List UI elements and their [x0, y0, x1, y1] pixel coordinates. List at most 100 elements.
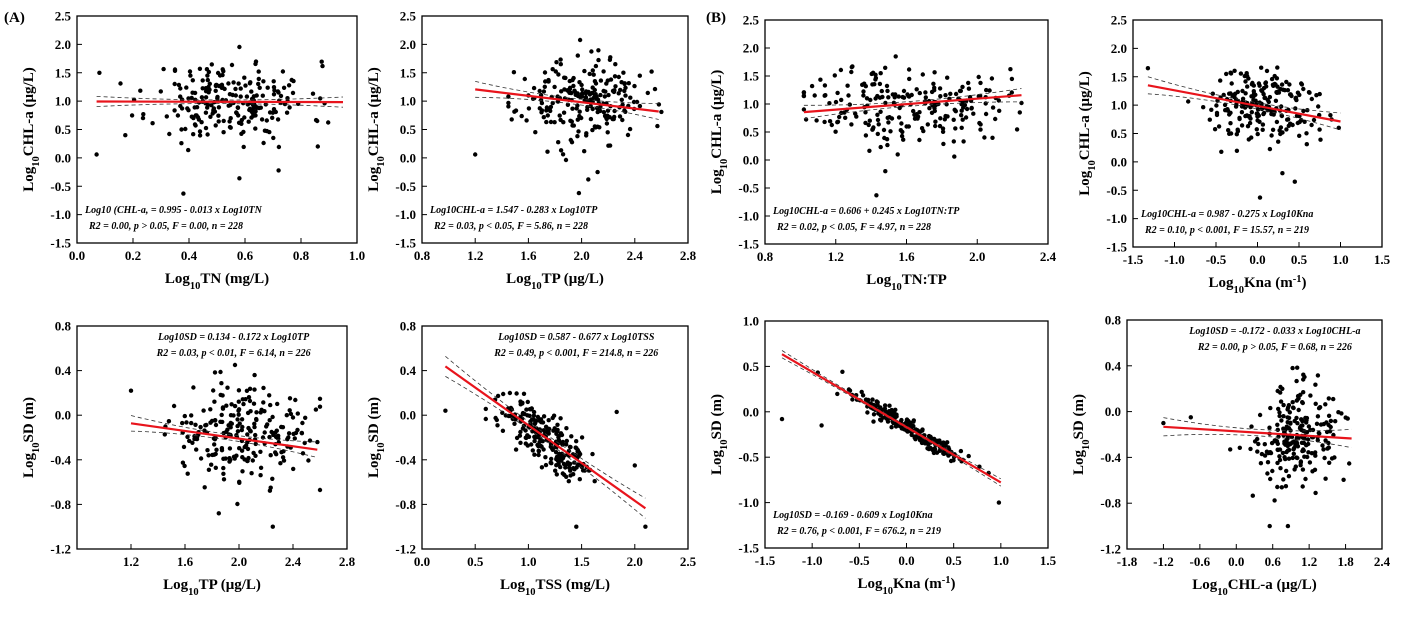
- regression-equation: Log10CHL-a = 0.987 - 0.275 x Log10Kna: [1140, 209, 1313, 220]
- data-point: [871, 412, 877, 417]
- data-point: [141, 112, 146, 117]
- data-point: [240, 424, 245, 430]
- data-point: [293, 397, 298, 403]
- data-point: [846, 93, 851, 98]
- data-point: [889, 407, 894, 413]
- data-point: [175, 113, 181, 118]
- data-point: [1290, 400, 1295, 405]
- data-point: [827, 119, 833, 124]
- data-point: [184, 420, 189, 425]
- data-point: [656, 102, 662, 107]
- data-point: [888, 129, 893, 134]
- data-point: [556, 72, 561, 77]
- data-point: [245, 446, 251, 452]
- data-point: [1300, 448, 1305, 454]
- data-point: [1313, 490, 1318, 496]
- x-tick-label: 2.4: [627, 248, 644, 263]
- data-point: [238, 94, 243, 99]
- data-point: [237, 44, 242, 50]
- data-point: [987, 88, 992, 93]
- data-point: [254, 93, 259, 98]
- data-point: [209, 103, 214, 108]
- data-point: [937, 86, 943, 91]
- data-point: [281, 458, 287, 463]
- data-point: [97, 70, 102, 76]
- y-tick-label: 0.5: [400, 122, 417, 137]
- data-point: [1245, 124, 1251, 129]
- data-point: [264, 424, 269, 429]
- data-point: [1328, 113, 1333, 118]
- data-point: [1276, 406, 1281, 412]
- data-point: [619, 97, 624, 103]
- data-point: [961, 139, 966, 144]
- data-point: [612, 74, 618, 79]
- y-tick-label: -1.0: [738, 209, 759, 224]
- data-point: [289, 77, 294, 83]
- regression-statistics: R2 = 0.02, p < 0.05, F = 4.97, n = 228: [776, 222, 931, 233]
- data-point: [923, 95, 928, 100]
- data-point: [875, 400, 880, 405]
- data-point: [542, 84, 547, 90]
- data-point: [222, 86, 227, 92]
- chart-5: 1.2 1.6 2.0 2.4 2.8 -1.2 -0.8 -0.4 0.0 0.4 0.8 Log1…: [21, 319, 356, 598]
- data-point: [822, 93, 827, 98]
- data-point: [840, 369, 845, 374]
- y-tick-label: 2.5: [400, 9, 417, 24]
- data-point: [216, 119, 221, 124]
- x-tick-label: 0.2: [125, 248, 141, 263]
- data-point: [252, 387, 257, 392]
- data-point: [188, 73, 193, 78]
- data-point: [1331, 396, 1336, 402]
- data-point: [228, 116, 233, 121]
- data-point: [236, 81, 241, 86]
- data-point: [564, 474, 569, 479]
- data-point: [1287, 447, 1292, 453]
- data-point: [1284, 79, 1289, 85]
- data-point: [1249, 110, 1255, 115]
- data-point: [989, 76, 995, 81]
- data-point: [1280, 450, 1286, 456]
- data-point: [1307, 460, 1313, 465]
- data-point: [548, 119, 554, 125]
- x-tick-label: 1.2: [1301, 554, 1317, 569]
- data-point: [190, 440, 195, 445]
- points-group: [473, 37, 664, 196]
- data-point: [532, 434, 537, 440]
- data-point: [559, 458, 564, 463]
- data-point: [577, 452, 582, 458]
- x-tick-label: 1.2: [123, 554, 139, 569]
- data-point: [814, 118, 819, 123]
- data-point: [1272, 498, 1277, 503]
- data-point: [860, 82, 865, 88]
- data-point: [248, 409, 253, 414]
- data-point: [901, 88, 907, 94]
- data-point: [213, 123, 218, 128]
- x-tick-label: 0.8: [293, 248, 310, 263]
- data-point: [914, 87, 919, 92]
- y-tick-label: 1.0: [1111, 98, 1127, 113]
- y-tick-label: 2.0: [1111, 41, 1127, 56]
- data-point: [501, 391, 506, 397]
- data-point: [538, 443, 544, 449]
- data-point: [239, 417, 245, 422]
- data-point: [1275, 484, 1280, 490]
- x-tick-label: 2.0: [627, 554, 643, 569]
- data-point: [267, 488, 273, 493]
- x-tick-label: 0.5: [946, 553, 963, 568]
- data-point: [1246, 76, 1251, 81]
- data-point: [620, 102, 625, 108]
- data-point: [575, 53, 580, 58]
- data-point: [181, 191, 186, 196]
- data-point: [922, 441, 928, 446]
- data-point: [313, 407, 319, 412]
- data-point: [576, 190, 582, 196]
- data-point: [917, 137, 922, 143]
- data-point: [966, 80, 971, 86]
- data-point: [613, 61, 618, 67]
- data-point: [1239, 123, 1245, 128]
- data-point: [1285, 420, 1290, 425]
- y-tick-label: -1.5: [395, 236, 416, 251]
- y-tick-label: -1.2: [50, 542, 71, 557]
- data-point: [623, 93, 628, 98]
- data-point: [584, 131, 589, 136]
